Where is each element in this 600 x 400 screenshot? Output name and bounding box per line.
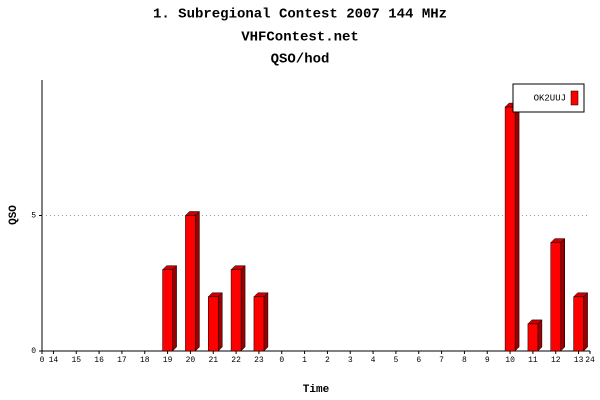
x-tick-label: 0 — [279, 356, 284, 365]
bar-side — [514, 102, 520, 352]
chart-subtitle: VHFContest.net — [241, 30, 359, 46]
x-tick-label: 5 — [394, 356, 399, 365]
legend-swatch — [570, 90, 579, 106]
bar — [550, 242, 561, 352]
bar-side — [583, 292, 588, 352]
x-tick-label: 20 — [186, 356, 196, 365]
bar-side — [240, 265, 246, 352]
chart-subtitle: QSO/hod — [271, 52, 330, 68]
x-tick-label: 11 — [528, 356, 538, 365]
x-tick-label: 15 — [71, 356, 81, 365]
x-tick-label: 10 — [505, 356, 515, 365]
x-axis-label: Time — [303, 384, 330, 396]
bar-side — [195, 210, 200, 352]
x-tick-label: 18 — [140, 356, 150, 365]
bar-side — [172, 265, 177, 352]
y-axis-label: QSO — [8, 205, 20, 225]
x-tick-label: 7 — [439, 356, 444, 365]
bar-side — [218, 292, 223, 352]
x-tick-label: 12 — [551, 356, 561, 365]
legend-label: OK2UUJ — [534, 93, 566, 103]
x-axis-end-label: 24 — [585, 356, 595, 365]
x-tick-label: 14 — [49, 356, 59, 365]
bar-side — [263, 292, 269, 352]
x-tick-label: 6 — [416, 356, 421, 365]
bar — [253, 296, 265, 352]
chart-title: 1. Subregional Contest 2007 144 MHz — [153, 7, 447, 23]
x-tick-label: 17 — [117, 356, 127, 365]
bar-side — [560, 237, 565, 352]
x-tick-label: 13 — [574, 356, 584, 365]
bar — [185, 215, 196, 352]
x-tick-label: 16 — [94, 356, 104, 365]
y-tick-label: 5 — [31, 212, 36, 221]
x-tick-label: 19 — [163, 356, 173, 365]
x-tick-label: 1 — [302, 356, 307, 365]
bar — [527, 323, 539, 352]
bar — [504, 106, 516, 352]
bar — [230, 269, 242, 352]
x-axis-end-label: 0 — [40, 356, 45, 365]
bar — [208, 296, 219, 352]
x-tick-label: 4 — [371, 356, 376, 365]
x-tick-label: 22 — [231, 356, 241, 365]
bar — [573, 296, 584, 352]
bar-side — [537, 319, 543, 352]
x-tick-label: 9 — [485, 356, 490, 365]
x-tick-label: 8 — [462, 356, 467, 365]
x-tick-label: 23 — [254, 356, 264, 365]
x-tick-label: 2 — [325, 356, 330, 365]
x-tick-label: 3 — [348, 356, 353, 365]
x-tick-label: 21 — [208, 356, 218, 365]
y-tick-label: 0 — [31, 347, 36, 356]
bar — [162, 269, 173, 352]
